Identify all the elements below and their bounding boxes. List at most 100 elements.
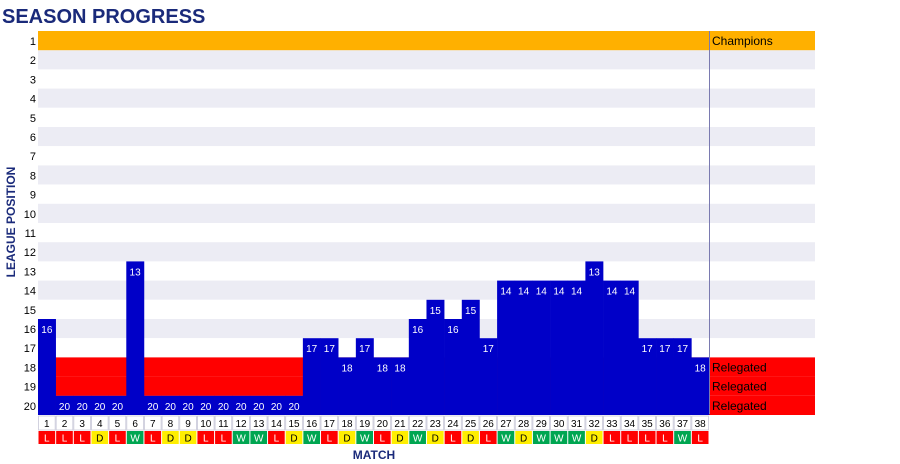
result-cell <box>285 431 303 444</box>
bar <box>514 280 533 415</box>
bar-value-label: 20 <box>271 402 283 413</box>
x-tick-cell <box>391 415 409 431</box>
bar <box>479 338 498 415</box>
bar-value-label: 20 <box>288 402 300 413</box>
bar <box>532 280 551 415</box>
position-band <box>38 50 815 70</box>
x-tick-label: 17 <box>324 419 336 430</box>
bar <box>603 280 622 415</box>
y-tick-label: 5 <box>30 113 36 125</box>
result-label: D <box>96 434 103 445</box>
position-band <box>38 261 815 281</box>
bar-value-label: 20 <box>236 402 248 413</box>
position-band <box>38 223 815 243</box>
y-tick-label: 12 <box>24 247 36 259</box>
x-tick-label: 15 <box>288 419 300 430</box>
result-cell <box>585 431 603 444</box>
y-tick-label: 10 <box>24 209 36 221</box>
bar <box>426 299 445 415</box>
result-label: D <box>467 434 474 445</box>
x-tick-cell <box>479 415 498 431</box>
result-label: L <box>79 434 85 445</box>
bar-value-label: 17 <box>324 344 336 355</box>
bar <box>373 357 392 415</box>
bar-value-label: 20 <box>94 402 106 413</box>
result-cell <box>603 431 621 444</box>
x-tick-label: 37 <box>677 419 689 430</box>
bar-value-label: 13 <box>130 267 142 278</box>
result-label: L <box>221 434 227 445</box>
x-tick-cell <box>197 415 215 431</box>
bar-series <box>38 261 710 415</box>
result-cell <box>338 431 356 444</box>
bar-value-label: 20 <box>147 402 159 413</box>
bar-value-label: 14 <box>606 287 618 298</box>
result-cell <box>73 431 91 444</box>
bar <box>338 357 357 415</box>
x-tick-cell <box>285 415 303 431</box>
x-tick-label: 26 <box>483 419 495 430</box>
x-tick-cell <box>550 415 568 431</box>
x-tick-label: 8 <box>168 419 174 430</box>
position-band <box>38 69 815 89</box>
result-cell <box>250 431 268 444</box>
bar-value-label: 17 <box>306 344 318 355</box>
result-cell <box>621 431 638 444</box>
result-cell <box>532 431 550 444</box>
x-tick-cell <box>249 415 268 431</box>
bar <box>550 280 569 415</box>
x-tick-label: 22 <box>412 419 424 430</box>
bar <box>320 338 339 415</box>
x-tick-label: 4 <box>97 419 103 430</box>
bar <box>214 395 233 415</box>
result-label: W <box>572 434 582 445</box>
bar-value-label: 20 <box>200 402 212 413</box>
result-label: W <box>537 434 547 445</box>
y-tick-label: 13 <box>24 266 36 278</box>
x-tick-cell <box>373 415 392 431</box>
x-tick-label: 13 <box>253 419 265 430</box>
result-label: L <box>644 434 650 445</box>
x-tick-cell <box>91 415 109 431</box>
x-tick-label: 29 <box>536 419 548 430</box>
bar <box>302 338 321 415</box>
y-tick-label: 14 <box>24 286 36 298</box>
bar <box>143 395 162 415</box>
result-label: D <box>290 434 297 445</box>
result-label: W <box>236 434 246 445</box>
x-tick-cell <box>38 415 56 431</box>
x-tick-label: 25 <box>465 419 477 430</box>
bar-value-label: 18 <box>341 363 353 374</box>
y-tick-label: 18 <box>24 362 36 374</box>
x-tick-label: 7 <box>150 419 156 430</box>
result-cell <box>162 431 179 444</box>
bar-value-label: 15 <box>465 306 477 317</box>
x-tick-label: 11 <box>218 419 229 430</box>
x-tick-label: 30 <box>553 419 565 430</box>
result-label: L <box>380 434 386 445</box>
result-label: L <box>115 434 121 445</box>
bar-value-label: 20 <box>253 402 265 413</box>
y-tick-label: 4 <box>30 94 36 106</box>
bar-value-label: 17 <box>483 344 495 355</box>
result-cell <box>515 431 532 444</box>
chart-title: SEASON PROGRESS <box>2 6 205 28</box>
result-cell <box>109 431 126 444</box>
y-tick-label: 9 <box>30 190 36 202</box>
result-cell <box>409 431 426 444</box>
bar <box>585 261 604 415</box>
result-label: L <box>44 434 50 445</box>
result-label: L <box>627 434 633 445</box>
x-tick-cell <box>638 415 656 431</box>
result-cell <box>38 431 56 444</box>
x-tick-cell <box>179 415 197 431</box>
bar <box>461 299 480 415</box>
result-cell <box>126 431 144 444</box>
bar <box>620 280 639 415</box>
result-label: W <box>554 434 564 445</box>
bar <box>638 338 657 415</box>
bar <box>355 338 374 415</box>
bar-value-label: 14 <box>500 287 512 298</box>
